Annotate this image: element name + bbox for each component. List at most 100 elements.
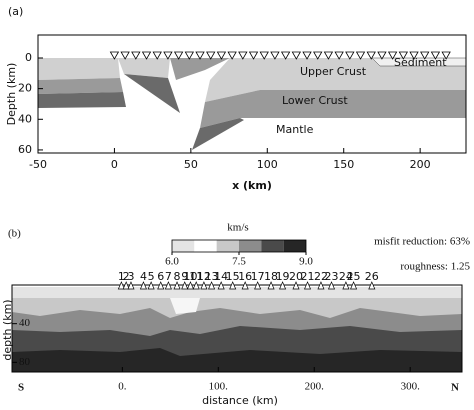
stat: roughness: 1.25 — [400, 261, 470, 273]
station — [279, 281, 287, 290]
x-tick-label: 0. — [118, 381, 127, 393]
panel-b-frame — [11, 284, 463, 373]
y-tick-label: 20 — [18, 82, 32, 95]
station-label: 3 — [127, 270, 134, 283]
x-tick-label: 150 — [333, 158, 354, 171]
station — [292, 281, 300, 290]
station-label: 9 — [181, 270, 188, 283]
colorbar-segment — [172, 240, 195, 252]
station — [206, 51, 216, 60]
y-axis-label: Depth (km) — [5, 63, 18, 126]
station — [317, 281, 325, 290]
station-label: 14 — [214, 270, 228, 283]
x-tick-label: 200. — [305, 381, 325, 393]
station — [441, 51, 451, 60]
station — [327, 281, 336, 290]
station — [141, 51, 152, 60]
station-label: 17 — [251, 270, 265, 283]
lower-crust — [200, 90, 466, 128]
station — [186, 281, 194, 290]
station — [163, 51, 173, 60]
station — [208, 281, 216, 290]
colorbar-segment — [283, 240, 306, 252]
station — [254, 281, 262, 290]
stat: misfit reduction: 63% — [374, 236, 470, 248]
station-label: 8 — [174, 270, 181, 283]
station-label: 5 — [148, 270, 155, 283]
colorbar-segment — [239, 240, 262, 252]
station-label: 23 — [325, 270, 339, 283]
colorbar-tick-label: 7.5 — [232, 256, 246, 268]
station — [323, 51, 334, 60]
velocity-anomaly — [170, 298, 200, 314]
station — [139, 281, 147, 290]
station — [280, 51, 291, 60]
panel-label: (a) — [8, 5, 23, 18]
station-label: 6 — [157, 270, 164, 283]
station-label: 19 — [276, 270, 290, 283]
mantle-block — [38, 92, 126, 108]
station — [366, 51, 376, 60]
subducting-slab — [192, 118, 244, 150]
colorbar-tick-label: 9.0 — [299, 256, 313, 268]
upper-crust — [205, 58, 466, 102]
station-label: 18 — [264, 270, 278, 283]
station — [120, 51, 130, 60]
station-label: 26 — [365, 270, 379, 283]
station — [430, 51, 441, 60]
station — [227, 51, 237, 60]
station-label: 10 — [183, 270, 197, 283]
x-axis-label: distance (km) — [202, 394, 278, 407]
station — [238, 51, 248, 60]
y-tick-label: 40 — [19, 317, 31, 329]
station-label: 20 — [289, 270, 303, 283]
station — [192, 281, 200, 290]
station — [355, 51, 366, 60]
station — [368, 281, 376, 290]
station — [350, 281, 358, 290]
colorbar-segment — [261, 240, 284, 252]
x-tick-label: 100 — [257, 158, 278, 171]
station-label: 21 — [301, 270, 315, 283]
station — [216, 51, 227, 60]
station — [173, 281, 181, 290]
tilted-block — [124, 74, 180, 113]
station — [152, 51, 162, 60]
station — [302, 51, 312, 60]
station-label: 24 — [339, 270, 353, 283]
station — [420, 51, 430, 60]
end-label: N — [451, 382, 459, 394]
y-axis-label: depth (km) — [1, 299, 14, 360]
station — [259, 51, 269, 60]
panel-a-frame — [37, 34, 467, 154]
x-tick-label: 100. — [209, 381, 229, 393]
station — [409, 51, 419, 60]
station — [195, 51, 205, 60]
station-label: 1 — [118, 270, 125, 283]
y-tick-label: 60 — [18, 143, 32, 156]
station — [127, 281, 135, 290]
colorbar-tick-label: 6.0 — [165, 256, 179, 268]
station-label: 4 — [140, 270, 147, 283]
station — [200, 281, 208, 290]
station — [184, 51, 195, 60]
colorbar-segment — [194, 240, 217, 252]
station — [122, 281, 130, 290]
y-tick-label: 40 — [18, 112, 32, 125]
station — [147, 281, 155, 290]
station — [303, 281, 312, 290]
region-label: Sediment — [394, 56, 447, 69]
station-label: 12 — [197, 270, 211, 283]
station — [313, 51, 323, 60]
x-axis-label: x (km) — [232, 179, 272, 192]
station — [342, 281, 350, 290]
station-label: 15 — [226, 270, 240, 283]
station — [173, 51, 184, 60]
station — [217, 281, 225, 290]
end-label: S — [18, 382, 24, 394]
station — [270, 51, 280, 60]
station — [241, 281, 249, 290]
y-tick-label: 80 — [19, 356, 31, 368]
